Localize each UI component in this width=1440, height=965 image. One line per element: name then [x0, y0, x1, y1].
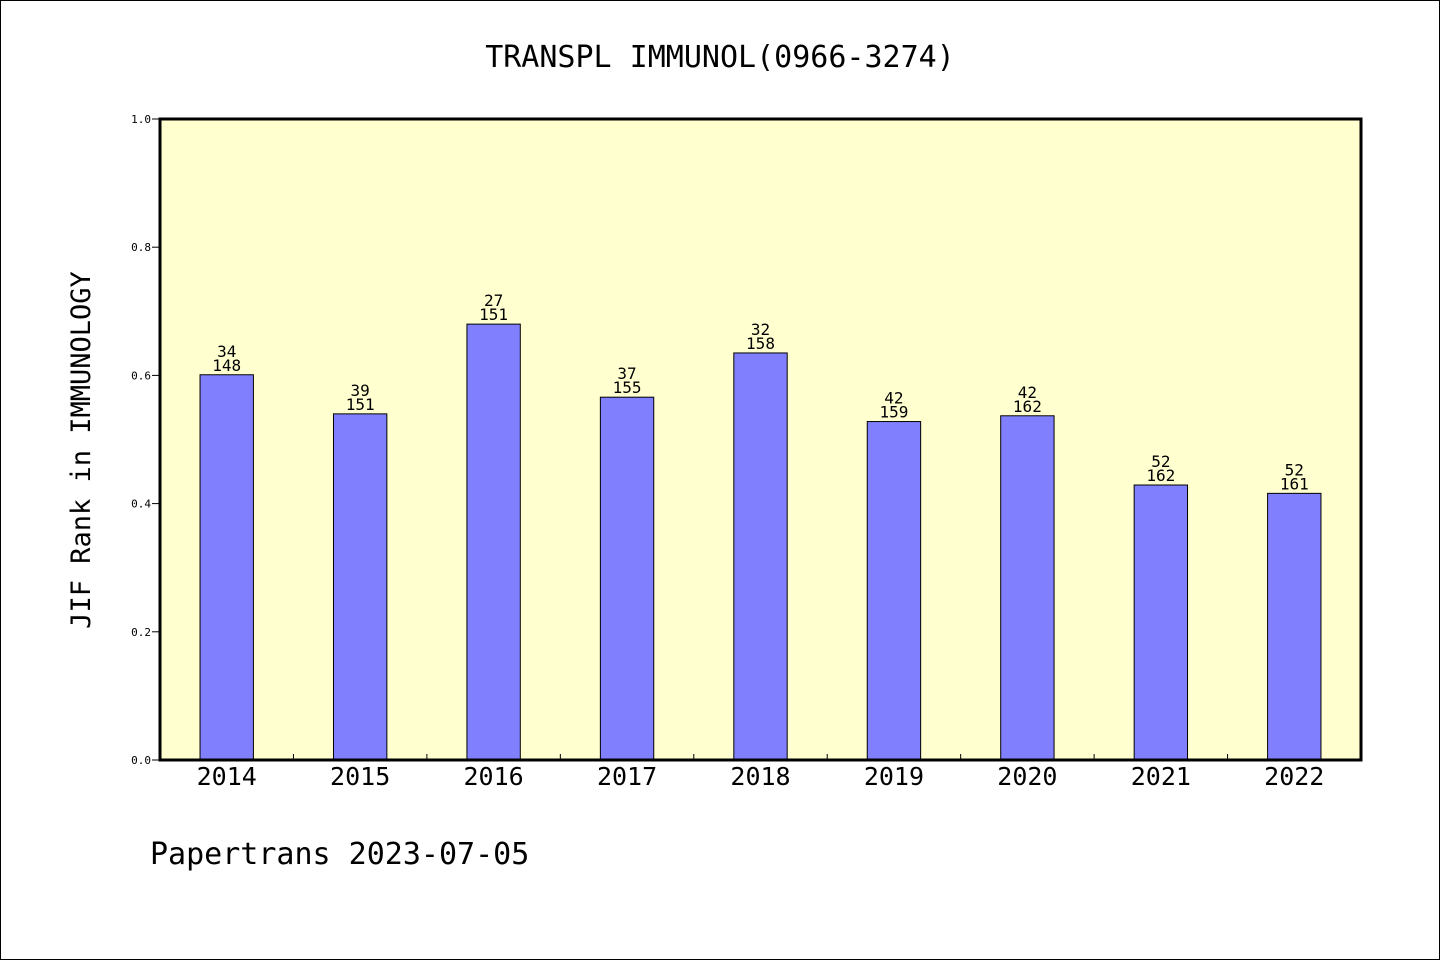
- bar-2020: [1000, 415, 1055, 761]
- data-label-rank: 39: [351, 381, 370, 400]
- data-label-total: 151: [346, 395, 375, 414]
- data-label-rank: 34: [217, 342, 236, 361]
- data-label-total: 151: [479, 305, 508, 324]
- bar-2019: [866, 421, 922, 761]
- y-tick-label: 1.0: [131, 113, 151, 126]
- data-label-total: 155: [613, 378, 642, 397]
- data-label-total: 162: [1146, 466, 1175, 485]
- bar-2017: [599, 396, 655, 761]
- data-label-rank: 32: [751, 320, 770, 339]
- x-tick-label: 2018: [730, 762, 790, 791]
- data-label-rank: 42: [884, 389, 903, 408]
- y-tick-label: 0.2: [131, 626, 151, 639]
- data-label-rank: 52: [1151, 452, 1170, 471]
- y-axis-label: JIF Rank in IMMUNOLOGY: [66, 271, 97, 629]
- x-tick-label: 2014: [197, 762, 257, 791]
- data-label-total: 159: [879, 403, 908, 422]
- y-tick-label: 0.8: [131, 241, 151, 254]
- y-axis: 0.0 0.2 0.4 0.6 0.8 1.0: [131, 113, 160, 767]
- data-label-total: 158: [746, 334, 775, 353]
- bar-2014: [199, 374, 254, 761]
- data-label-rank: 42: [1018, 383, 1037, 402]
- x-tick-label: 2021: [1131, 762, 1191, 791]
- data-label-total: 162: [1013, 397, 1042, 416]
- y-tick-label: 0.6: [131, 369, 151, 382]
- x-tick-label: 2020: [997, 762, 1057, 791]
- x-tick-label: 2016: [464, 762, 524, 791]
- plot-frame: [158, 117, 1363, 762]
- y-tick-label: 0.4: [131, 498, 151, 511]
- x-tick-label: 2017: [597, 762, 657, 791]
- data-label-total: 161: [1280, 474, 1309, 493]
- x-tick-label: 2019: [864, 762, 924, 791]
- chart-title: TRANSPL IMMUNOL(0966-3274): [485, 40, 955, 75]
- bar-2016: [466, 323, 521, 761]
- x-axis: 2014 2015 2016 2017 2018 2019 2020 2021 2022: [197, 754, 1324, 791]
- bar-2021: [1133, 484, 1189, 761]
- data-label-rank: 37: [617, 364, 636, 383]
- bar-2015: [332, 413, 388, 761]
- bar-2022: [1267, 492, 1322, 761]
- bar-2018: [733, 352, 788, 761]
- x-tick-label: 2015: [330, 762, 390, 791]
- x-tick-label: 2022: [1264, 762, 1324, 791]
- y-tick-label: 0.0: [131, 754, 151, 767]
- data-label-rank: 52: [1285, 460, 1304, 479]
- bar-series: 3414839151271513715532158421594216252162…: [199, 291, 1322, 761]
- data-label-rank: 27: [484, 291, 503, 310]
- data-label-total: 148: [212, 356, 241, 375]
- footer-credit: Papertrans 2023-07-05: [150, 837, 529, 872]
